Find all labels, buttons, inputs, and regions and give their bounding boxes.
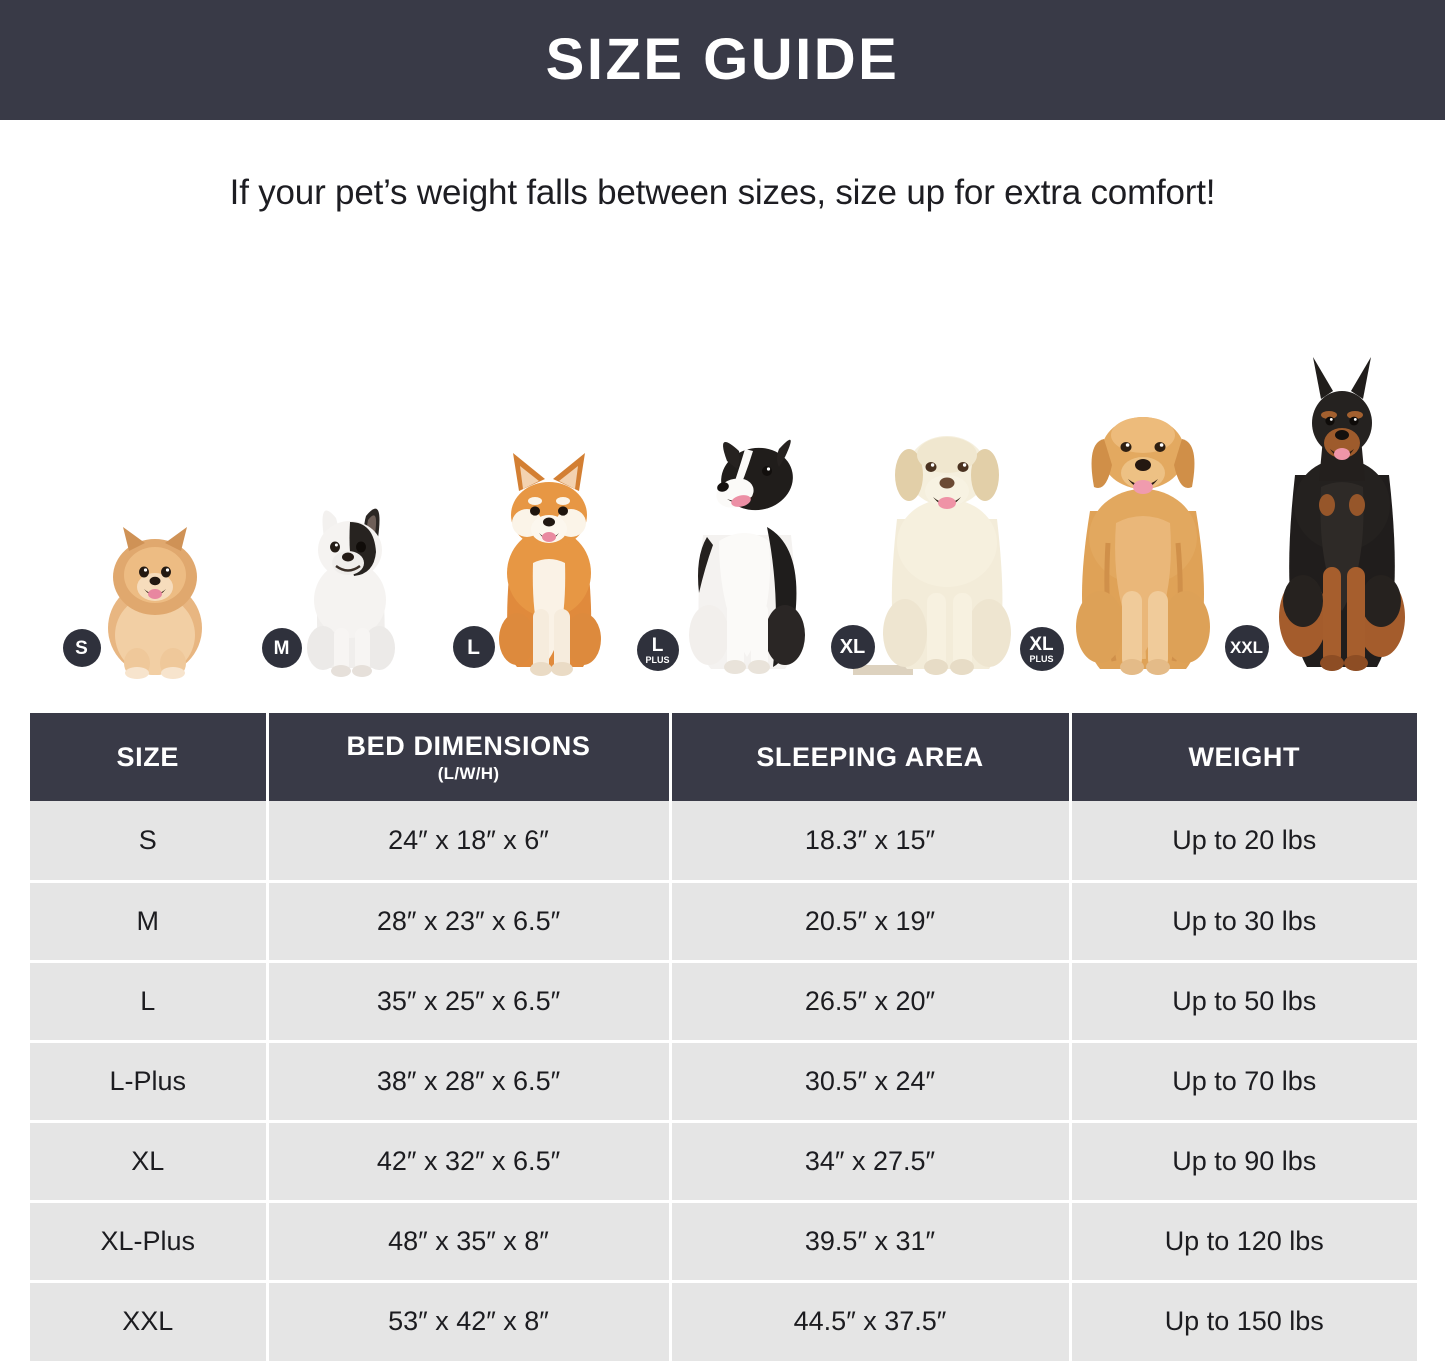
size-badge-xl: XL — [830, 625, 875, 669]
size-badge-xl-plus-label: XL — [1029, 633, 1054, 655]
cell-sleeping-area: 18.3″ x 15″ — [670, 801, 1072, 883]
labrador-retriever-icon — [852, 436, 1011, 675]
cell-bed-dimensions: 53″ x 42″ x 8″ — [267, 1281, 672, 1361]
cell-weight: Up to 70 lbs — [1070, 1041, 1417, 1123]
table-row: XXL 53″ x 42″ x 8″ 44.5″ x 37.5″ Up to 1… — [30, 1281, 1417, 1361]
french-bulldog-icon — [306, 508, 395, 677]
column-header-bed-dimensions-label: BED DIMENSIONS — [346, 730, 591, 761]
page-title: SIZE GUIDE — [545, 27, 900, 92]
table-row: L 35″ x 25″ x 6.5″ 26.5″ x 20″ Up to 50 … — [30, 961, 1417, 1043]
golden-retriever-icon — [1075, 417, 1210, 675]
size-badge-xxl: XXL — [1224, 625, 1269, 669]
header-bar: SIZE GUIDE — [0, 0, 1445, 120]
cell-size: XXL — [30, 1281, 269, 1361]
size-badge-l-plus-sublabel: PLUS — [645, 654, 670, 665]
cell-bed-dimensions: 24″ x 18″ x 6″ — [267, 801, 672, 883]
column-header-size: SIZE — [30, 713, 269, 801]
column-header-sleeping-area: SLEEPING AREA — [670, 713, 1072, 801]
table-header-row: SIZE BED DIMENSIONS (L/W/H) SLEEPING ARE… — [30, 713, 1417, 801]
cell-bed-dimensions: 35″ x 25″ x 6.5″ — [267, 961, 672, 1043]
cell-weight: Up to 120 lbs — [1070, 1201, 1417, 1283]
table-header: SIZE BED DIMENSIONS (L/W/H) SLEEPING ARE… — [30, 713, 1417, 801]
dog-item-xl-plus: XL PLUS — [1019, 373, 1238, 685]
column-header-weight: WEIGHT — [1070, 713, 1417, 801]
column-header-bed-dimensions-sublabel: (L/W/H) — [437, 763, 500, 783]
border-collie-icon — [688, 439, 805, 674]
size-badge-s: S — [62, 629, 101, 667]
size-badge-xl-label: XL — [839, 636, 866, 658]
cell-sleeping-area: 20.5″ x 19″ — [670, 881, 1072, 963]
column-header-size-label: SIZE — [116, 741, 179, 772]
size-badge-l-plus-label: L — [651, 634, 664, 656]
table-row: S 24″ x 18″ x 6″ 18.3″ x 15″ Up to 20 lb… — [30, 801, 1417, 883]
size-badge-m-label: M — [273, 637, 290, 659]
cell-weight: Up to 150 lbs — [1070, 1281, 1417, 1361]
pomeranian-icon — [107, 527, 202, 679]
dog-size-illustration-row: S — [13, 265, 1433, 685]
dog-item-s: S — [62, 485, 235, 685]
size-badge-xl-plus: XL PLUS — [1019, 627, 1064, 671]
dog-item-xxl: XXL — [1224, 355, 1431, 685]
cell-sleeping-area: 39.5″ x 31″ — [670, 1201, 1072, 1283]
table-body: S 24″ x 18″ x 6″ 18.3″ x 15″ Up to 20 lb… — [30, 801, 1417, 1361]
cell-size: L — [30, 961, 269, 1043]
table-row: XL-Plus 48″ x 35″ x 8″ 39.5″ x 31″ Up to… — [30, 1201, 1417, 1283]
size-badge-m: M — [261, 628, 302, 668]
cell-weight: Up to 50 lbs — [1070, 961, 1417, 1043]
size-badge-l-label: L — [467, 635, 480, 659]
subtitle-text: If your pet’s weight falls between sizes… — [229, 172, 1216, 212]
table-row: L-Plus 38″ x 28″ x 6.5″ 30.5″ x 24″ Up t… — [30, 1041, 1417, 1123]
dog-item-xl: XL — [830, 393, 1038, 685]
size-badge-l-plus: L PLUS — [636, 629, 679, 671]
cell-size: XL-Plus — [30, 1201, 269, 1283]
table-row: M 28″ x 23″ x 6.5″ 20.5″ x 19″ Up to 30 … — [30, 881, 1417, 963]
cell-sleeping-area: 26.5″ x 20″ — [670, 961, 1072, 1043]
column-header-weight-label: WEIGHT — [1188, 741, 1301, 772]
size-table-container: SIZE BED DIMENSIONS (L/W/H) SLEEPING ARE… — [30, 713, 1417, 1361]
column-header-bed-dimensions: BED DIMENSIONS (L/W/H) — [267, 713, 672, 801]
cell-bed-dimensions: 42″ x 32″ x 6.5″ — [267, 1121, 672, 1203]
cell-size: XL — [30, 1121, 269, 1203]
dog-item-m: M — [261, 460, 423, 685]
size-badge-xl-plus-sublabel: PLUS — [1029, 653, 1054, 664]
cell-size: L-Plus — [30, 1041, 269, 1123]
cell-size: S — [30, 801, 269, 883]
cell-weight: Up to 30 lbs — [1070, 881, 1417, 963]
table-row: XL 42″ x 32″ x 6.5″ 34″ x 27.5″ Up to 90… — [30, 1121, 1417, 1203]
cell-bed-dimensions: 48″ x 35″ x 8″ — [267, 1201, 672, 1283]
size-badge-l: L — [452, 626, 495, 668]
size-badge-s-label: S — [75, 637, 88, 659]
cell-size: M — [30, 881, 269, 963]
doberman-icon — [1278, 357, 1405, 671]
cell-bed-dimensions: 38″ x 28″ x 6.5″ — [267, 1041, 672, 1123]
shiba-inu-icon — [498, 453, 601, 676]
column-header-sleeping-area-label: SLEEPING AREA — [756, 741, 984, 772]
size-badge-xxl-label: XXL — [1229, 637, 1264, 657]
cell-weight: Up to 90 lbs — [1070, 1121, 1417, 1203]
dog-item-l-plus: L PLUS — [636, 407, 831, 685]
size-table: SIZE BED DIMENSIONS (L/W/H) SLEEPING ARE… — [30, 713, 1417, 1361]
cell-sleeping-area: 34″ x 27.5″ — [670, 1121, 1072, 1203]
cell-bed-dimensions: 28″ x 23″ x 6.5″ — [267, 881, 672, 963]
cell-sleeping-area: 44.5″ x 37.5″ — [670, 1281, 1072, 1361]
dog-item-l: L — [452, 423, 626, 685]
cell-sleeping-area: 30.5″ x 24″ — [670, 1041, 1072, 1123]
cell-weight: Up to 20 lbs — [1070, 801, 1417, 883]
subtitle-container: If your pet’s weight falls between sizes… — [0, 120, 1445, 265]
